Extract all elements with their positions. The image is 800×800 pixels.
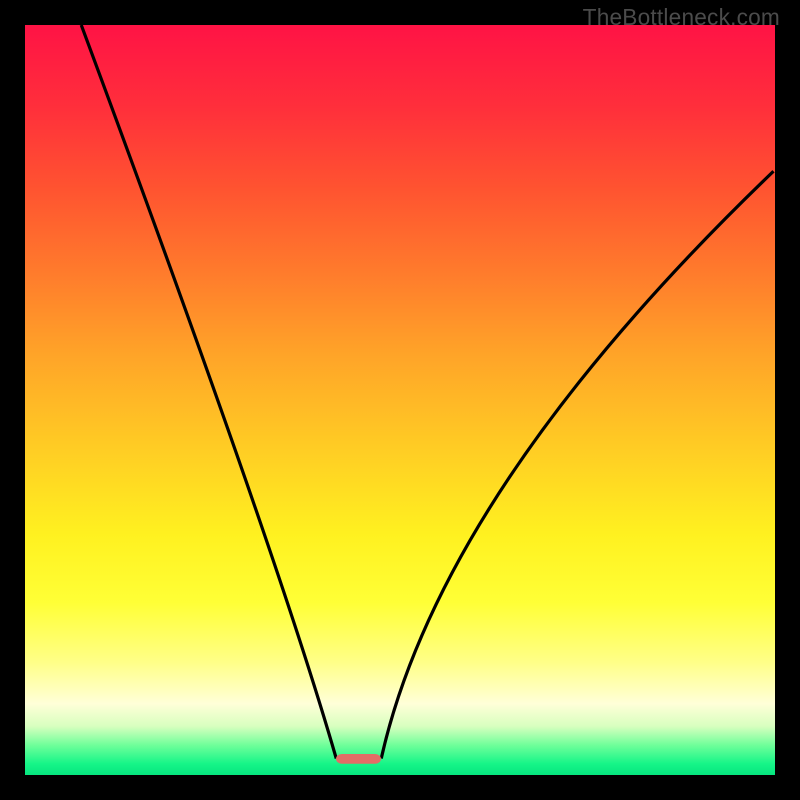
left-curve <box>81 25 336 759</box>
chart-container: TheBottleneck.com <box>0 0 800 800</box>
chart-curves <box>25 25 775 775</box>
plot-area <box>25 25 775 775</box>
right-curve <box>381 171 773 758</box>
watermark-text: TheBottleneck.com <box>583 4 780 31</box>
minimum-marker <box>336 754 381 764</box>
